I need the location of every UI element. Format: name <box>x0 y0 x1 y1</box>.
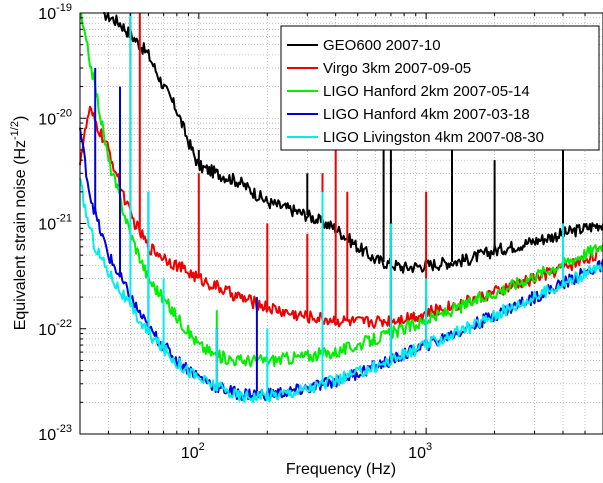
legend-label: Virgo 3km 2007-09-05 <box>323 60 471 77</box>
legend-label: LIGO Hanford 2km 2007-05-14 <box>323 83 530 100</box>
y-tick-label-base: 10 <box>38 6 56 23</box>
x-tick-label-exponent: 2 <box>199 441 205 453</box>
y-tick-label-exponent: -19 <box>56 2 72 14</box>
x-tick-label-base: 10 <box>181 445 199 462</box>
y-tick-label: 10-23 <box>38 423 72 444</box>
x-tick-label-base: 10 <box>408 445 426 462</box>
x-axis-label: Frequency (Hz) <box>286 461 396 478</box>
x-tick-label: 102 <box>181 441 205 462</box>
y-tick-label-base: 10 <box>38 427 56 444</box>
y-tick-label-base: 10 <box>38 322 56 339</box>
x-tick-label-exponent: 3 <box>426 441 432 453</box>
series-line <box>103 12 603 274</box>
x-tick-label: 103 <box>408 441 432 462</box>
y-tick-label: 10-20 <box>38 107 72 128</box>
y-axis-label-close: ) <box>12 116 29 121</box>
y-tick-label: 10-19 <box>38 2 72 23</box>
legend-item: Virgo 3km 2007-09-05 <box>287 60 471 77</box>
y-axis-label: Equivalent strain noise (Hz-1/2) <box>9 116 29 331</box>
legend-label: LIGO Livingston 4km 2007-08-30 <box>323 129 544 146</box>
legend: GEO600 2007-10 Virgo 3km 2007-09-05 LIGO H… <box>280 25 600 151</box>
y-tick-label-base: 10 <box>38 111 56 128</box>
y-tick-label: 10-21 <box>38 213 72 234</box>
y-tick-label-exponent: -20 <box>56 107 72 119</box>
legend-label: GEO600 2007-10 <box>323 37 441 54</box>
y-axis-label-exponent: -1/2 <box>9 121 21 140</box>
legend-item: LIGO Livingston 4km 2007-08-30 <box>287 129 544 146</box>
legend-label: LIGO Hanford 4km 2007-03-18 <box>323 106 530 123</box>
legend-item: LIGO Hanford 2km 2007-05-14 <box>287 83 530 100</box>
y-tick-label-base: 10 <box>38 217 56 234</box>
series-5 <box>79 13 603 404</box>
y-axis-label-text: Equivalent strain noise (Hz <box>12 140 29 330</box>
series-layer <box>79 12 603 404</box>
y-tick-label-exponent: -22 <box>56 318 72 330</box>
legend-item: GEO600 2007-10 <box>287 37 441 54</box>
legend-items: GEO600 2007-10 Virgo 3km 2007-09-05 LIGO H… <box>287 37 544 146</box>
y-tick-label: 10-22 <box>38 318 72 339</box>
legend-item: LIGO Hanford 4km 2007-03-18 <box>287 106 530 123</box>
series-line <box>79 177 603 404</box>
y-tick-label-exponent: -23 <box>56 423 72 435</box>
y-tick-label-exponent: -21 <box>56 213 72 225</box>
series-line <box>79 12 603 368</box>
series-line <box>79 127 603 402</box>
legend-box <box>280 25 600 151</box>
